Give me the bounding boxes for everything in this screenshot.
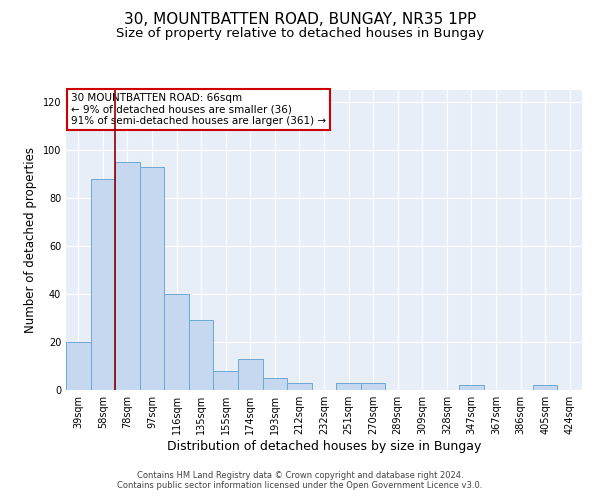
- Bar: [66, 342, 91, 390]
- Bar: [189, 320, 214, 390]
- Bar: [336, 383, 361, 390]
- Bar: [214, 371, 238, 390]
- Text: Size of property relative to detached houses in Bungay: Size of property relative to detached ho…: [116, 28, 484, 40]
- Bar: [115, 162, 140, 390]
- Bar: [164, 294, 189, 390]
- Bar: [238, 359, 263, 390]
- Y-axis label: Number of detached properties: Number of detached properties: [24, 147, 37, 333]
- Bar: [263, 378, 287, 390]
- Text: 30 MOUNTBATTEN ROAD: 66sqm
← 9% of detached houses are smaller (36)
91% of semi-: 30 MOUNTBATTEN ROAD: 66sqm ← 9% of detac…: [71, 93, 326, 126]
- Bar: [91, 179, 115, 390]
- Text: 30, MOUNTBATTEN ROAD, BUNGAY, NR35 1PP: 30, MOUNTBATTEN ROAD, BUNGAY, NR35 1PP: [124, 12, 476, 28]
- Bar: [533, 385, 557, 390]
- Text: Contains HM Land Registry data © Crown copyright and database right 2024.
Contai: Contains HM Land Registry data © Crown c…: [118, 470, 482, 490]
- Bar: [361, 383, 385, 390]
- Bar: [140, 167, 164, 390]
- Bar: [287, 383, 312, 390]
- Bar: [459, 385, 484, 390]
- X-axis label: Distribution of detached houses by size in Bungay: Distribution of detached houses by size …: [167, 440, 481, 453]
